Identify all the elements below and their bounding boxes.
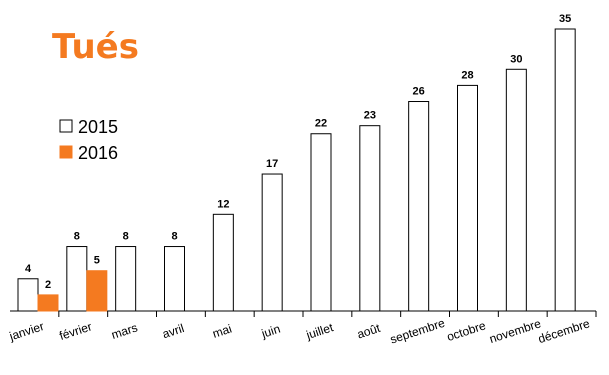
legend-swatch-2015 <box>59 119 73 133</box>
bar-2015-novembre <box>505 68 527 312</box>
x-tick-label-avril: avril <box>161 321 186 341</box>
x-tick-label-juin: juin <box>259 322 282 341</box>
value-label-2015-janvier: 4 <box>25 263 32 275</box>
bar-2015-juillet <box>310 133 332 312</box>
bars <box>17 28 576 312</box>
value-label-2015-mars: 8 <box>123 231 129 243</box>
value-label-2015-septembre: 26 <box>413 86 425 98</box>
value-label-2015-mai: 12 <box>217 198 229 210</box>
x-tick-label-fevrier: février <box>58 319 94 343</box>
x-tick-label-septembre: septembre <box>388 316 447 347</box>
x-tick-label-novembre: novembre <box>488 316 543 346</box>
bar-2016-janvier <box>37 294 59 312</box>
value-label-2015-fevrier: 8 <box>74 231 80 243</box>
bar-2015-octobre <box>457 84 478 312</box>
legend-label-2015: 2015 <box>78 117 118 137</box>
value-label-2016-fevrier: 5 <box>94 255 100 267</box>
bar-2015-janvier <box>17 278 39 312</box>
value-label-2015-octobre: 28 <box>461 69 473 81</box>
legend: 2015 2016 <box>59 117 118 163</box>
x-tick-label-mars: mars <box>110 320 140 342</box>
value-label-2015-novembre: 30 <box>510 53 522 65</box>
x-tick-label-octobre: octobre <box>445 318 488 344</box>
x-tick-label-aout: août <box>355 321 382 342</box>
legend-label-2016: 2016 <box>78 143 118 163</box>
x-tick-label-mai: mai <box>211 322 234 341</box>
value-label-2015-juillet: 22 <box>315 118 327 130</box>
chart-title: Tués <box>52 27 139 67</box>
x-tick-label-decembre: décembre <box>536 316 591 346</box>
x-ticks: janvier février mars avril mai juin juillet aoû… <box>7 311 597 347</box>
value-label-2015-aout: 23 <box>364 110 376 122</box>
x-tick-label-janvier: janvier <box>7 319 46 344</box>
value-label-2015-avril: 8 <box>171 231 177 243</box>
bar-2015-avril <box>164 246 185 312</box>
bar-2015-mars <box>115 246 137 312</box>
bar-2016-fevrier <box>86 270 108 312</box>
value-label-2016-janvier: 2 <box>45 279 51 291</box>
value-label-2015-decembre: 35 <box>559 13 571 25</box>
value-label-2015-juin: 17 <box>266 158 278 170</box>
bar-2015-fevrier <box>66 246 88 312</box>
bar-2015-juin <box>261 173 283 312</box>
bar-2015-septembre <box>408 101 430 312</box>
x-tick-label-juillet: juillet <box>304 320 336 342</box>
bar-2015-mai <box>212 213 234 312</box>
bar-2015-decembre <box>554 28 576 312</box>
bar-2015-aout <box>359 125 381 312</box>
legend-swatch-2016 <box>59 145 73 159</box>
